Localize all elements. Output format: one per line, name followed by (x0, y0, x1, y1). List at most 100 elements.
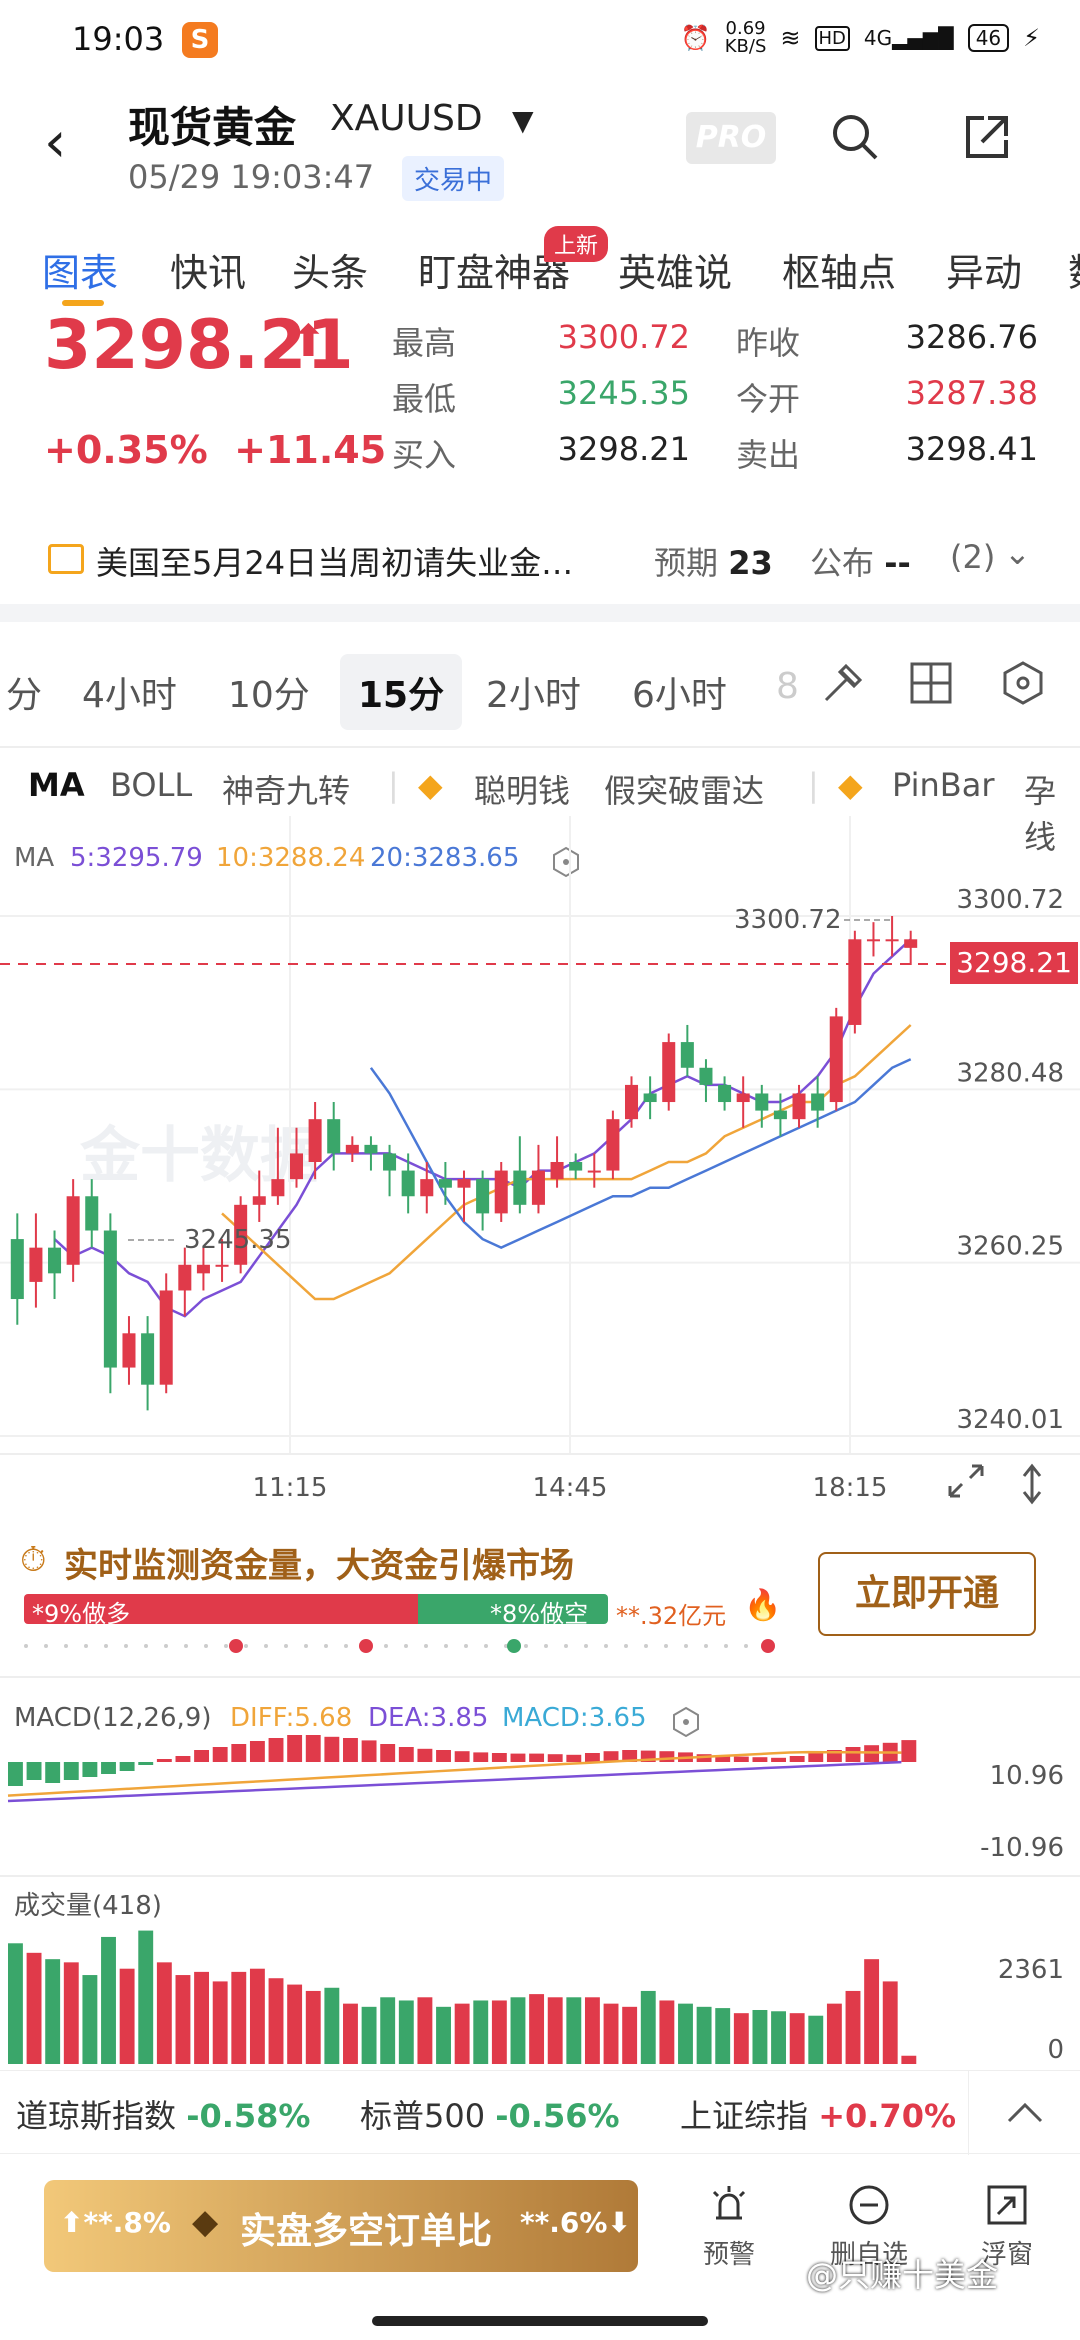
tab-anomaly[interactable]: 异动 (946, 251, 1023, 295)
candle (866, 922, 880, 957)
period-bar: 分 4小时 10分 15分 2小时 6小时 8 (0, 630, 1080, 746)
economic-event-row[interactable]: 美国至5月24日当周初请失业金… 预期 23 公布 -- (2) ⌄ (0, 520, 1080, 600)
quote-datetime: 05/29 19:03:47 (128, 158, 375, 196)
candle (773, 1093, 787, 1137)
macd-chart[interactable]: MACD(12,26,9) DIFF:5.68 DEA:3.85 MACD:3.… (0, 1690, 1080, 1870)
indicator-smart-money[interactable]: 聪明钱 (474, 772, 571, 810)
remove-watchlist-button[interactable]: 删自选 (824, 2180, 914, 2271)
candle (438, 1161, 452, 1205)
hd-icon: HD (814, 25, 850, 51)
tab-news[interactable]: 快讯 (170, 251, 247, 295)
publish-label: 公布 -- (810, 544, 911, 582)
macd-bar (361, 1740, 377, 1762)
volume-bar (63, 1962, 79, 2064)
candle (736, 1076, 750, 1128)
volume-bar (882, 1981, 898, 2064)
candle (289, 1127, 304, 1188)
macd-bar (212, 1747, 228, 1762)
macd-bar (82, 1762, 98, 1777)
macd-bar (584, 1753, 600, 1762)
quote-label: 最高 (392, 324, 457, 362)
indicator-ma[interactable]: MA (28, 766, 85, 804)
index-dow[interactable]: 道琼斯指数 -0.58% (16, 2097, 311, 2135)
fullscreen-icon[interactable] (948, 1464, 984, 1498)
pro-button[interactable]: PRO (686, 112, 776, 164)
high-marker: 3300.72 (734, 905, 842, 935)
macd-value: MACD:3.65 (502, 1703, 647, 1733)
candle (457, 1170, 471, 1222)
macd-label: MACD(12,26,9) (14, 1703, 211, 1733)
settings-icon[interactable] (673, 1706, 699, 1738)
settings-icon[interactable] (553, 846, 579, 878)
macd-bar (231, 1744, 247, 1762)
indicator-td9[interactable]: 神奇九转 (222, 772, 351, 810)
macd-bar (640, 1750, 656, 1762)
expand-indices[interactable] (968, 2071, 1080, 2155)
indicator-pinbar[interactable]: PinBar (892, 766, 995, 804)
volume-top: 2361 (998, 1955, 1064, 1985)
period-2h[interactable]: 2小时 (486, 675, 581, 716)
tab-heroes[interactable]: 英雄说 (618, 251, 733, 295)
candlestick-chart[interactable]: MA 5:3295.79 10:3288.24 20:3283.65 金十数据 … (0, 816, 1080, 1556)
activate-button[interactable]: 立即开通 (818, 1552, 1036, 1636)
dea-line (7, 1760, 902, 1803)
volume-bar (566, 1997, 582, 2064)
volume-bar (678, 2003, 693, 2064)
ma20-line (369, 1058, 912, 1249)
vertical-resize-icon[interactable] (1022, 1463, 1042, 1505)
macd-bar (249, 1741, 265, 1762)
indicator-boll[interactable]: BOLL (110, 766, 193, 804)
index-shanghai[interactable]: 上证综指 +0.70% (680, 2097, 957, 2135)
period-10m[interactable]: 10分 (228, 675, 310, 716)
symbol-selector[interactable]: XAUUSD (330, 98, 483, 139)
candle (327, 1102, 341, 1171)
candle (196, 1247, 210, 1291)
arrow-up-icon: ⬆ (290, 316, 327, 367)
period-6h[interactable]: 6小时 (632, 675, 727, 716)
indicator-false-break[interactable]: 假突破雷达 (604, 772, 765, 810)
candle (718, 1076, 732, 1111)
float-window-button[interactable]: 浮窗 (972, 2180, 1042, 2271)
macd-bar (119, 1762, 135, 1771)
tab-bar: 图表 快讯 头条 盯盘神器 上新 英雄说 枢轴点 异动 数 (0, 226, 1080, 310)
candle (420, 1161, 434, 1214)
candle (178, 1247, 192, 1317)
volume-bar (640, 1990, 656, 2064)
back-icon[interactable]: ‹ (44, 110, 67, 175)
quote-label: 昨收 (736, 324, 801, 362)
period-8[interactable]: 8 (776, 666, 799, 707)
macd-bar (380, 1744, 396, 1762)
volume-chart[interactable]: 成交量(418) 2361 0 (0, 1874, 1080, 2070)
grid-icon[interactable] (908, 660, 954, 710)
settings-hexagon-icon[interactable] (1000, 660, 1046, 710)
tab-data[interactable]: 数 (1068, 242, 1080, 297)
indicator-inside-bar[interactable]: 孕线 (1024, 772, 1057, 856)
ma-label: MA (14, 843, 54, 873)
chevron-down-icon[interactable]: ⌄ (1004, 534, 1031, 572)
low-marker: 3245.35 (184, 1225, 292, 1255)
period-min[interactable]: 分 (6, 675, 43, 716)
volume-bar (510, 1997, 526, 2064)
long-short-ratio-button[interactable]: ⬆**.8% ◆ 实盘多空订单比 **.6%⬇ (44, 2180, 638, 2272)
candle (811, 1076, 825, 1128)
candle (271, 1127, 285, 1205)
volume-bar (473, 2000, 489, 2064)
index-sp500[interactable]: 标普500 -0.56% (360, 2097, 620, 2135)
period-15m[interactable]: 15分 (340, 654, 463, 730)
tab-pivot[interactable]: 枢轴点 (782, 251, 897, 295)
draw-tool-icon[interactable] (818, 660, 868, 714)
search-icon[interactable] (828, 110, 882, 176)
period-4h[interactable]: 4小时 (82, 675, 177, 716)
caret-down-icon[interactable]: ▼ (512, 104, 534, 137)
current-price-tag: 3298.21 (956, 946, 1072, 979)
macd-bar (305, 1735, 321, 1762)
candle (476, 1170, 490, 1231)
active-tab-indicator (62, 300, 104, 306)
volume-bar (901, 2055, 917, 2064)
tab-headlines[interactable]: 头条 (292, 251, 369, 295)
tab-chart[interactable]: 图表 (42, 251, 119, 295)
indicator-bar: MA BOLL 神奇九转 | ◆ 聪明钱 假突破雷达 | ◆ PinBar 孕线 (0, 760, 1080, 856)
promo-banner: ⏱ 实时监测资金量，大资金引爆市场 *9%做多 *8%做空 **.32亿元 🔥 … (0, 1520, 1080, 1670)
alarm-button[interactable]: 预警 (694, 2180, 764, 2271)
share-icon[interactable] (960, 110, 1014, 176)
